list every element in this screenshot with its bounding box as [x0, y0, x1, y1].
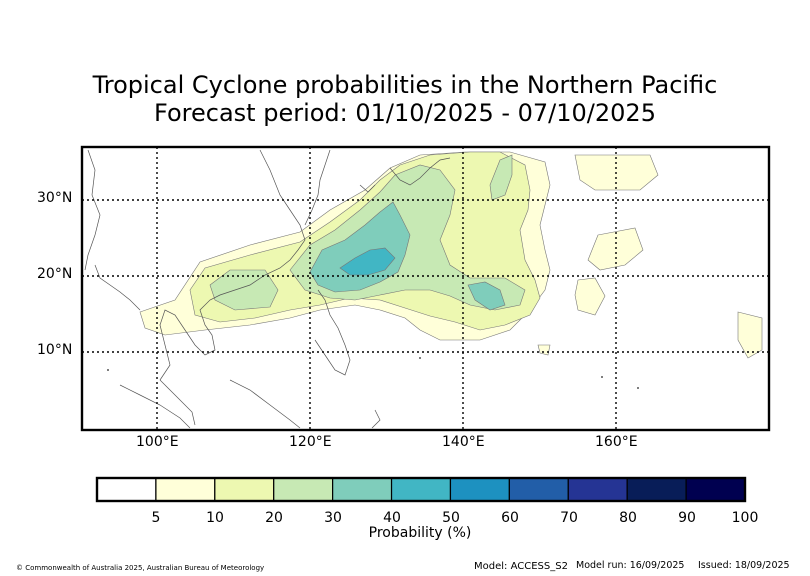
title-line-2: Forecast period: 01/10/2025 - 07/10/2025 — [154, 99, 656, 127]
colorbar-tick: 40 — [383, 510, 401, 526]
colorbar-swatch — [273, 477, 334, 502]
colorbar-frame — [95, 476, 747, 503]
colorbar-tick: 20 — [265, 510, 283, 526]
colorbar — [95, 476, 747, 503]
lon-label-120e: 120°E — [289, 434, 332, 450]
colorbar-swatch — [685, 477, 746, 502]
title-line-1: Tropical Cyclone probabilities in the No… — [92, 71, 718, 99]
colorbar-swatch — [155, 477, 216, 502]
colorbar-tick: 10 — [206, 510, 224, 526]
issued-date: Issued: 18/09/2025 — [698, 560, 790, 571]
colorbar-tick: 50 — [442, 510, 460, 526]
islands — [107, 357, 639, 389]
colorbar-tick: 80 — [619, 510, 637, 526]
lon-label-160e: 160°E — [595, 434, 638, 450]
colorbar-tick: 90 — [678, 510, 696, 526]
lon-label-100e: 100°E — [136, 434, 179, 450]
colorbar-swatch — [449, 477, 510, 502]
map-frame — [80, 145, 771, 432]
colorbar-title: Probability (%) — [368, 525, 472, 541]
colorbar-swatch — [567, 477, 628, 502]
lat-label-20n: 20°N — [37, 266, 73, 282]
colorbar-swatch — [626, 477, 687, 502]
lon-label-140e: 140°E — [442, 434, 485, 450]
contour-40 — [339, 247, 396, 276]
map-canvas — [82, 147, 769, 430]
lat-label-10n: 10°N — [37, 342, 73, 358]
colorbar-tick: 60 — [501, 510, 519, 526]
colorbar-tick: 30 — [324, 510, 342, 526]
model-name: Model: ACCESS_S2 — [474, 561, 568, 572]
gridlines — [82, 147, 769, 430]
copyright-text: © Commonwealth of Australia 2025, Austra… — [16, 564, 265, 572]
colorbar-swatch — [96, 477, 157, 502]
colorbar-tick: 100 — [731, 510, 759, 526]
colorbar-swatch — [390, 477, 452, 502]
colorbar-swatch — [508, 477, 569, 502]
colorbar-swatch — [214, 477, 275, 502]
colorbar-tick: 70 — [560, 510, 578, 526]
lat-label-30n: 30°N — [37, 190, 73, 206]
colorbar-tick: 5 — [151, 510, 161, 526]
model-run: Model run: 16/09/2025 — [576, 560, 685, 571]
colorbar-swatch — [332, 477, 393, 502]
coastlines — [84, 149, 451, 429]
